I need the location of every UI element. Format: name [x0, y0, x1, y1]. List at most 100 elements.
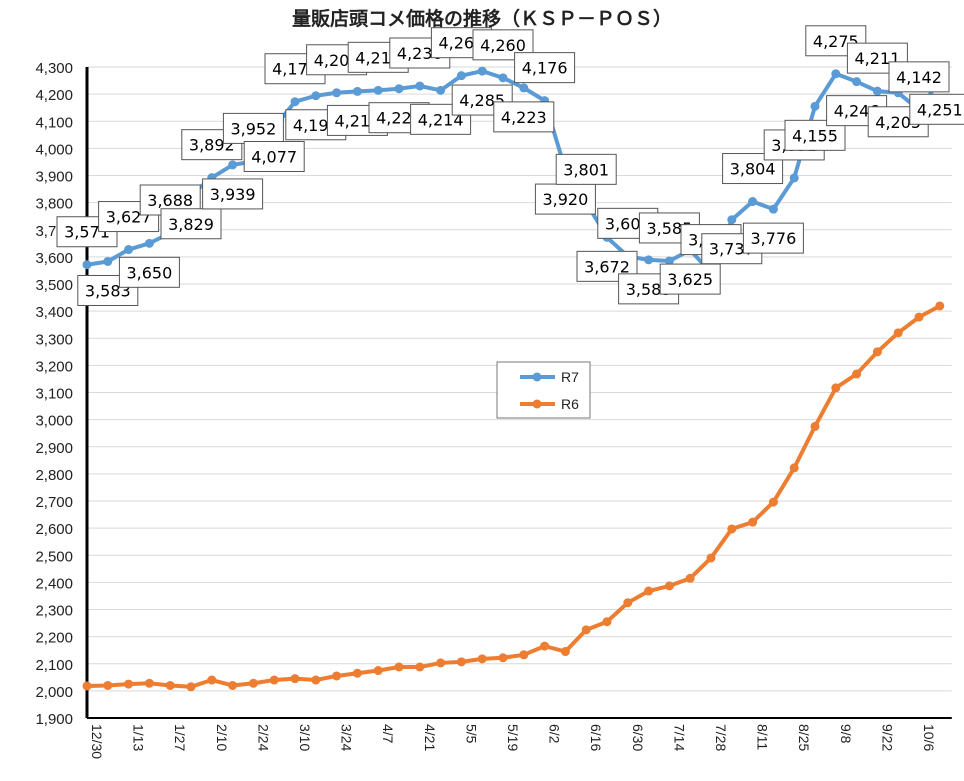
data-label: 3,672: [584, 257, 630, 276]
data-label: 3,688: [147, 191, 193, 210]
data-point-R6: [560, 647, 570, 657]
data-point-R7: [103, 256, 113, 266]
data-point-R7: [332, 88, 342, 98]
data-point-R6: [768, 497, 778, 507]
data-point-R6: [644, 586, 654, 596]
data-label: 3,650: [126, 263, 172, 282]
data-point-R7: [664, 256, 674, 266]
data-point-R6: [602, 617, 612, 627]
data-point-R7: [144, 238, 154, 248]
x-tick-label: 5/5: [463, 724, 479, 744]
data-point-R6: [893, 328, 903, 338]
data-label: 4,251: [917, 100, 963, 119]
legend-marker-R7: [532, 372, 542, 382]
data-point-R6: [207, 675, 217, 685]
x-tick-label: 3/10: [297, 724, 313, 751]
x-tick-label: 2/10: [214, 724, 230, 751]
data-point-R7: [394, 84, 404, 94]
data-point-R7: [831, 69, 841, 79]
data-point-R6: [186, 682, 196, 692]
data-label-box: [534, 183, 596, 215]
y-tick-label: 3,100: [35, 386, 73, 403]
data-label-box: [243, 140, 305, 172]
y-tick-label: 2,500: [35, 548, 73, 565]
x-tick-label: 10/6: [921, 724, 937, 751]
data-point-R6: [727, 524, 737, 534]
data-point-R6: [664, 581, 674, 591]
data-point-R7: [352, 86, 362, 96]
y-tick-label: 2,400: [35, 575, 73, 592]
data-point-R7: [727, 215, 737, 225]
data-label-box: [722, 153, 784, 185]
data-label-box: [202, 178, 264, 210]
x-tick-label: 4/7: [380, 724, 396, 744]
data-point-R7: [852, 77, 862, 87]
data-point-R6: [872, 347, 882, 357]
data-point-R7: [124, 245, 134, 255]
data-point-R7: [415, 81, 425, 91]
data-point-R6: [436, 658, 446, 668]
y-tick-label: 2,000: [35, 684, 73, 701]
data-point-R7: [810, 101, 820, 111]
data-point-R6: [914, 312, 924, 322]
x-tick-label: 5/19: [505, 724, 521, 751]
x-tick-label: 6/30: [630, 724, 646, 751]
data-point-R7: [498, 73, 508, 83]
data-label: 4,223: [501, 108, 547, 127]
data-point-R6: [581, 625, 591, 635]
legend: [496, 361, 591, 419]
data-label: 4,142: [896, 68, 942, 87]
x-tick-label: 6/16: [588, 724, 604, 751]
x-tick-label: 9/22: [879, 724, 895, 751]
x-tick-label: 9/8: [838, 724, 854, 744]
data-point-R7: [456, 71, 466, 81]
data-point-R6: [373, 666, 383, 676]
data-label: 4,260: [480, 36, 526, 55]
y-tick-label: 3,800: [35, 196, 73, 213]
data-point-R6: [144, 678, 154, 688]
y-tick-label: 3,900: [35, 169, 73, 186]
data-point-R6: [540, 641, 550, 651]
data-label-box: [222, 112, 284, 144]
data-label: 3,920: [542, 190, 588, 209]
data-point-R7: [872, 86, 882, 96]
data-point-R7: [477, 66, 487, 76]
data-point-R6: [269, 675, 279, 685]
data-point-R6: [290, 674, 300, 684]
data-point-R7: [311, 91, 321, 101]
data-point-R6: [935, 301, 945, 311]
y-tick-label: 2,600: [35, 521, 73, 538]
data-label: 3,801: [563, 160, 609, 179]
data-label-box: [888, 61, 950, 93]
legend-label: R7: [561, 369, 579, 385]
x-tick-label: 7/28: [713, 724, 729, 751]
y-tick-label: 3,600: [35, 250, 73, 267]
data-point-R6: [706, 553, 716, 563]
data-label: 4,155: [792, 126, 838, 145]
data-label: 4,176: [522, 59, 568, 78]
y-tick-label: 2,700: [35, 494, 73, 511]
data-point-R6: [415, 662, 425, 672]
data-point-R7: [436, 85, 446, 95]
x-tick-label: 4/21: [422, 724, 438, 751]
data-point-R6: [789, 463, 799, 473]
data-point-R7: [519, 83, 529, 93]
chart-title: 量販店頭コメ価格の推移（ＫＳＰ－ＰＯＳ）: [291, 8, 672, 30]
y-tick-label: 2,900: [35, 440, 73, 457]
data-point-R6: [456, 657, 466, 667]
data-label-box: [555, 153, 617, 185]
data-point-R6: [477, 654, 487, 664]
data-point-R7: [82, 260, 92, 270]
data-point-R6: [852, 369, 862, 379]
x-tick-label: 12/30: [89, 724, 105, 759]
y-tick-label: 2,800: [35, 467, 73, 484]
data-point-R7: [768, 204, 778, 214]
data-label-box: [118, 256, 180, 288]
series-line-R7: [86, 69, 942, 275]
data-label-box: [160, 208, 222, 240]
data-label: 3,625: [667, 270, 713, 289]
x-tick-label: 2/24: [255, 724, 271, 751]
data-point-R7: [228, 160, 238, 170]
data-point-R6: [831, 383, 841, 393]
